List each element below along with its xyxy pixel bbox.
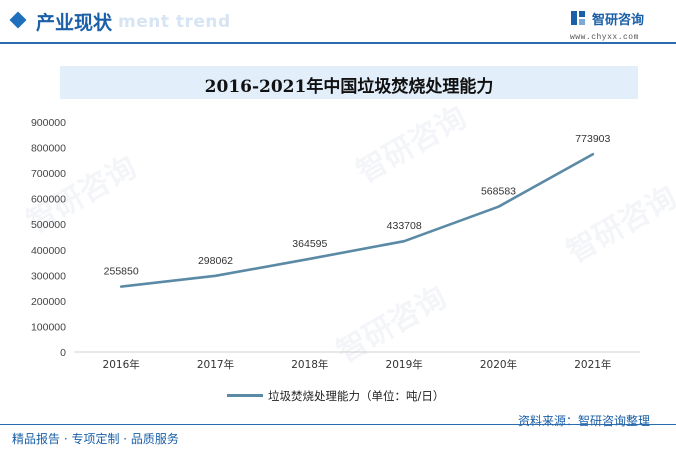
legend-swatch — [227, 394, 263, 397]
data-label: 364595 — [292, 238, 327, 250]
logo-name: 智研咨询 — [592, 13, 645, 28]
data-label: 433708 — [387, 220, 422, 232]
y-tick-label: 400000 — [31, 245, 66, 257]
y-tick-label: 0 — [60, 347, 66, 359]
y-tick-label: 800000 — [31, 143, 66, 155]
x-tick-label: 2021年 — [574, 358, 611, 371]
y-tick-label: 300000 — [31, 270, 66, 282]
y-tick-label: 100000 — [31, 321, 66, 333]
y-tick-label: 500000 — [31, 219, 66, 231]
chart-legend: 垃圾焚烧处理能力（单位：吨/日） — [0, 386, 676, 404]
data-label: 568583 — [481, 186, 516, 198]
data-label: 773903 — [575, 133, 610, 145]
x-tick-label: 2018年 — [291, 358, 328, 371]
diamond-icon — [9, 11, 27, 29]
chart-title-band: 2016-2021年中国垃圾焚烧处理能力 — [60, 66, 638, 99]
page-title: 产业现状 — [36, 12, 113, 34]
source-note: 资料来源：智研咨询整理 — [518, 414, 651, 428]
header-background-text: ment trend — [118, 12, 231, 32]
footer-divider — [0, 424, 676, 425]
chart-title: 2016-2021年中国垃圾焚烧处理能力 — [204, 77, 494, 97]
y-tick-label: 600000 — [31, 194, 66, 206]
y-tick-label: 200000 — [31, 296, 66, 308]
data-label: 255850 — [104, 266, 139, 278]
logo-url: www.chyxx.com — [570, 33, 639, 42]
line-chart: 0 100000 200000 300000 400000 500000 600000 700… — [31, 117, 640, 371]
x-tick-label: 2019年 — [386, 358, 423, 371]
legend-label: 垃圾焚烧处理能力（单位：吨/日） — [268, 389, 445, 403]
page-header: 产业现状 ment trend — [0, 0, 676, 44]
y-tick-label: 700000 — [31, 168, 66, 180]
x-tick-label: 2016年 — [103, 358, 140, 371]
header-divider — [0, 42, 676, 44]
series-line — [119, 152, 595, 288]
x-tick-label: 2020年 — [480, 358, 517, 371]
data-label: 298062 — [198, 255, 233, 267]
brand-logo: 智研咨询 www.chyxx.com — [570, 9, 670, 43]
y-tick-label: 900000 — [31, 117, 66, 129]
logo-icon — [571, 11, 585, 25]
x-tick-label: 2017年 — [197, 358, 234, 371]
footer-tagline: 精品报告 · 专项定制 · 品质服务 — [12, 432, 179, 446]
